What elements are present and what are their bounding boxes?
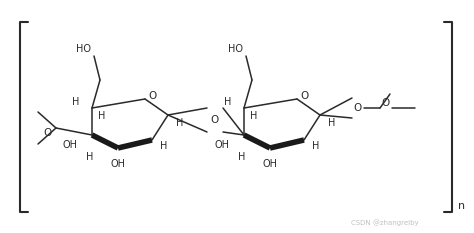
Text: O: O bbox=[44, 128, 52, 138]
Text: H: H bbox=[86, 152, 94, 162]
Text: H: H bbox=[176, 118, 184, 128]
Text: H: H bbox=[73, 97, 80, 107]
Text: O: O bbox=[149, 91, 157, 101]
Text: OH: OH bbox=[263, 159, 277, 169]
Text: HO: HO bbox=[228, 44, 244, 54]
Text: H: H bbox=[312, 141, 319, 151]
Text: n: n bbox=[458, 201, 465, 211]
Text: O: O bbox=[354, 103, 362, 113]
Text: CSDN @zhangrelby: CSDN @zhangrelby bbox=[351, 220, 419, 226]
Text: O: O bbox=[211, 115, 219, 125]
Text: OH: OH bbox=[110, 159, 126, 169]
Text: OH: OH bbox=[215, 140, 230, 150]
Text: OH: OH bbox=[63, 140, 78, 150]
Text: H: H bbox=[98, 111, 106, 121]
Text: H: H bbox=[160, 141, 168, 151]
Text: H: H bbox=[250, 111, 258, 121]
Text: O: O bbox=[382, 98, 390, 108]
Text: O: O bbox=[301, 91, 309, 101]
Text: H: H bbox=[328, 118, 336, 128]
Text: H: H bbox=[238, 152, 246, 162]
Text: HO: HO bbox=[76, 44, 91, 54]
Text: H: H bbox=[224, 97, 232, 107]
